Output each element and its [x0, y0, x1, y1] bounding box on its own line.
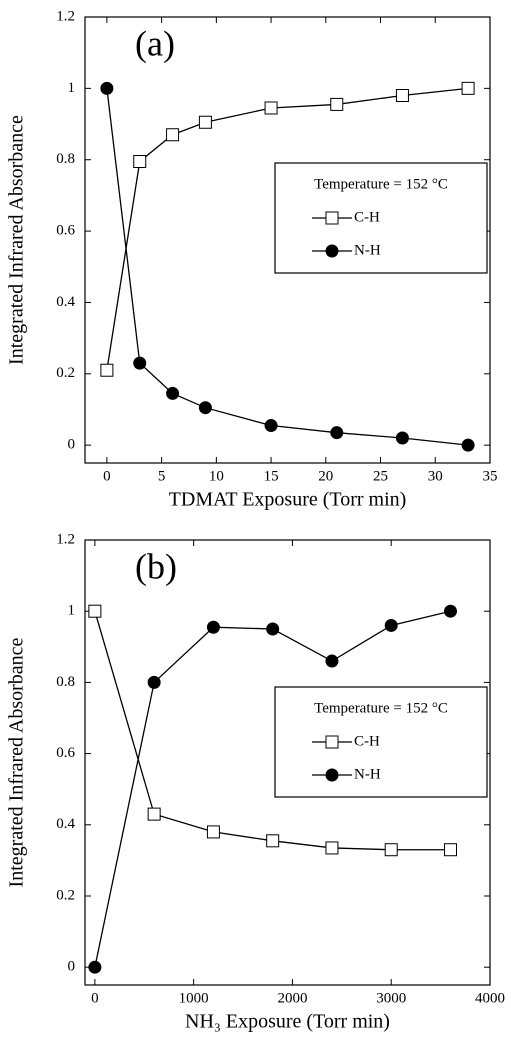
x-tick-label: 0	[91, 990, 99, 1006]
marker	[166, 128, 180, 142]
marker	[147, 807, 161, 821]
marker	[384, 843, 398, 857]
x-tick-label: 25	[373, 468, 388, 484]
plot-frame	[84, 16, 491, 464]
marker	[88, 604, 102, 618]
legend-label: C-H	[354, 733, 380, 749]
y-axis-label: Integrated Infrared Absorbance	[6, 637, 28, 887]
marker	[325, 768, 339, 782]
marker	[100, 81, 114, 95]
legend-label: C-H	[354, 209, 380, 225]
x-tick-label: 1000	[179, 990, 209, 1006]
marker	[443, 604, 457, 618]
y-tick-label: 0.8	[56, 674, 75, 690]
legend-label: N-H	[354, 242, 381, 258]
y-tick-label: 0.6	[56, 223, 75, 239]
x-axis-label: NH₃ Exposure (Torr min)	[185, 1011, 390, 1033]
panel-label: (b)	[135, 546, 177, 586]
legend-box	[274, 162, 488, 274]
marker	[147, 675, 161, 689]
marker	[395, 431, 409, 445]
marker	[206, 620, 220, 634]
x-tick-label: 10	[209, 468, 224, 484]
legend-title: Temperature = 152 °C	[314, 176, 448, 192]
panel-label: (a)	[135, 23, 175, 63]
marker	[325, 841, 339, 855]
marker	[461, 81, 475, 95]
marker	[206, 825, 220, 839]
y-tick-label: 1	[68, 603, 76, 619]
y-tick-label: 1	[68, 80, 76, 96]
marker	[198, 115, 212, 129]
y-tick-label: 0.2	[56, 887, 75, 903]
x-axis-label: TDMAT Exposure (Torr min)	[169, 489, 407, 511]
marker	[330, 426, 344, 440]
y-tick-label: 0.8	[56, 151, 75, 167]
marker	[198, 401, 212, 415]
marker	[133, 155, 147, 169]
y-axis-label: Integrated Infrared Absorbance	[6, 115, 28, 365]
marker	[443, 843, 457, 857]
x-tick-label: 3000	[376, 990, 406, 1006]
legend-label: N-H	[354, 766, 381, 782]
x-tick-label: 2000	[277, 990, 307, 1006]
marker	[330, 97, 344, 111]
legend-title: Temperature = 152 °C	[314, 700, 448, 716]
y-tick-label: 0.4	[56, 816, 75, 832]
marker	[166, 386, 180, 400]
marker	[461, 438, 475, 452]
plot-frame	[84, 539, 491, 986]
marker	[264, 101, 278, 115]
y-tick-label: 0	[68, 959, 76, 975]
marker	[264, 419, 278, 433]
y-tick-label: 0.6	[56, 745, 75, 761]
marker	[325, 244, 339, 258]
x-tick-label: 5	[158, 468, 166, 484]
marker	[266, 834, 280, 848]
marker	[325, 211, 339, 225]
marker	[88, 960, 102, 974]
y-tick-label: 0.4	[56, 294, 75, 310]
marker	[325, 654, 339, 668]
marker	[133, 356, 147, 370]
x-tick-label: 15	[264, 468, 279, 484]
y-tick-label: 0.2	[56, 365, 75, 381]
y-tick-label: 1.2	[56, 8, 75, 24]
x-tick-label: 20	[318, 468, 333, 484]
marker	[395, 88, 409, 102]
legend-box	[274, 686, 488, 798]
marker	[384, 618, 398, 632]
marker	[266, 622, 280, 636]
x-tick-label: 35	[483, 468, 498, 484]
y-tick-label: 0	[68, 437, 76, 453]
y-tick-label: 1.2	[56, 531, 75, 547]
x-tick-label: 0	[103, 468, 111, 484]
x-tick-label: 4000	[475, 990, 505, 1006]
marker	[100, 363, 114, 377]
marker	[325, 735, 339, 749]
x-tick-label: 30	[428, 468, 443, 484]
series-line	[106, 88, 469, 446]
